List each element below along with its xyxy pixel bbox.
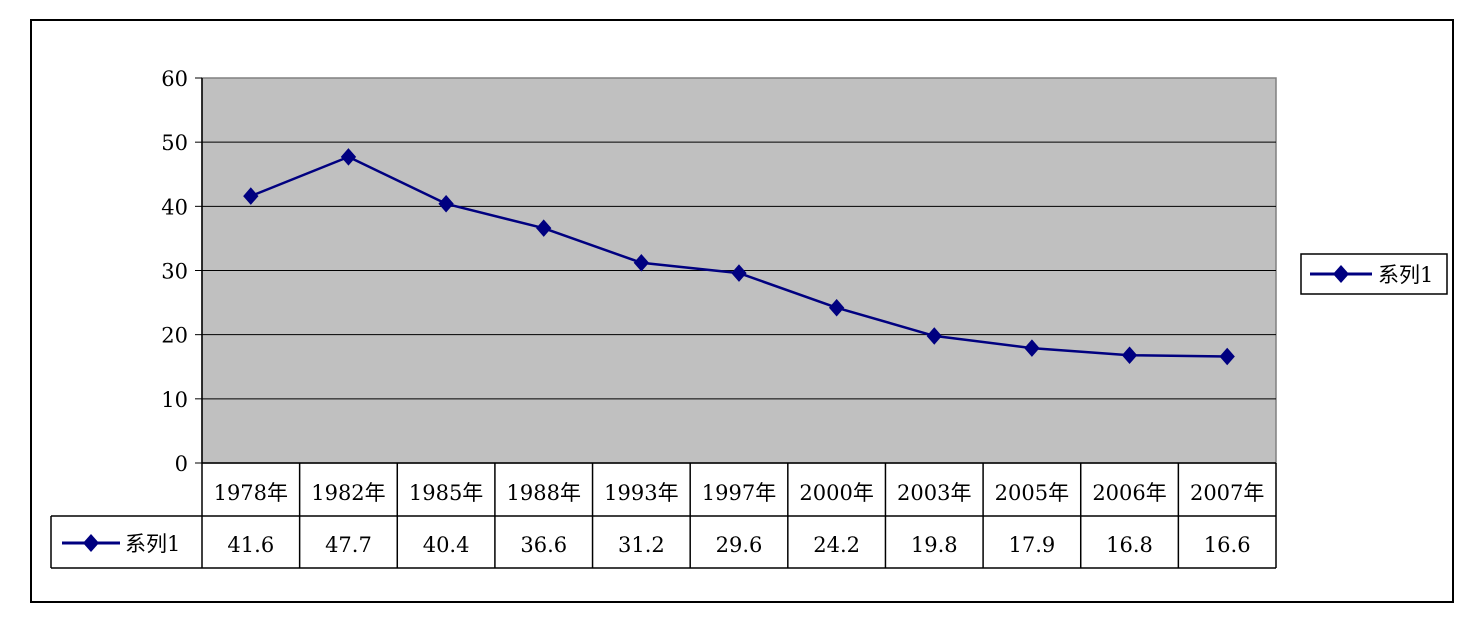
data-point-marker — [1121, 346, 1138, 364]
data-point-marker — [536, 219, 552, 237]
data-point-marker — [828, 298, 845, 317]
legend-label: 系列1 — [1378, 263, 1433, 287]
data-table-value: 47.7 — [325, 533, 372, 557]
x-category-label: 1988年 — [507, 481, 581, 505]
data-point-marker — [340, 148, 357, 166]
y-axis: 0 10 20 30 40 50 60 — [161, 67, 203, 476]
data-point-marker — [926, 327, 942, 345]
y-tick-label: 10 — [161, 388, 188, 412]
data-point-marker — [243, 187, 259, 205]
legend-key-marker — [1333, 265, 1349, 283]
y-tick-label: 0 — [175, 452, 188, 476]
data-point-marker — [1219, 347, 1235, 366]
y-tick-label: 50 — [161, 131, 188, 155]
table-legend-key-marker — [83, 534, 99, 552]
x-category-label: 2005年 — [995, 481, 1069, 505]
y-tick-label: 60 — [161, 67, 188, 91]
markers-layer — [243, 148, 1235, 366]
x-category-label: 1985年 — [409, 481, 483, 505]
legend: 系列1 — [1300, 253, 1448, 295]
x-category-label: 1978年 — [214, 481, 288, 505]
data-table-value: 17.9 — [1009, 533, 1056, 557]
data-table-value: 31.2 — [618, 533, 665, 557]
data-table-value: 24.2 — [813, 533, 860, 557]
data-table-value: 36.6 — [520, 533, 567, 557]
x-category-label: 1993年 — [604, 481, 678, 505]
x-category-label: 2006年 — [1092, 481, 1166, 505]
data-point-marker — [731, 264, 747, 282]
data-point-marker — [438, 195, 454, 213]
table-series-name: 系列1 — [125, 532, 180, 556]
y-tick-label: 30 — [161, 260, 188, 284]
data-table-value: 29.6 — [716, 533, 763, 557]
y-tick-label: 40 — [161, 195, 188, 219]
data-point-marker — [1024, 339, 1040, 357]
x-category-label: 1997年 — [702, 481, 776, 505]
data-table-value: 40.4 — [423, 533, 470, 557]
data-table-value: 41.6 — [227, 533, 274, 557]
data-table: 1978年 1982年 1985年 1988年 1993年 1997年 2000年 2003年… — [50, 462, 1277, 569]
data-table-value: 16.8 — [1106, 533, 1153, 557]
data-table-value: 16.6 — [1204, 533, 1251, 557]
data-table-value: 19.8 — [911, 533, 958, 557]
y-tick-label: 20 — [161, 324, 188, 348]
data-point-marker — [633, 254, 650, 272]
x-category-label: 1982年 — [311, 481, 385, 505]
x-category-label: 2003年 — [897, 481, 971, 505]
x-category-label: 2000年 — [799, 481, 873, 505]
x-category-label: 2007年 — [1190, 481, 1264, 505]
